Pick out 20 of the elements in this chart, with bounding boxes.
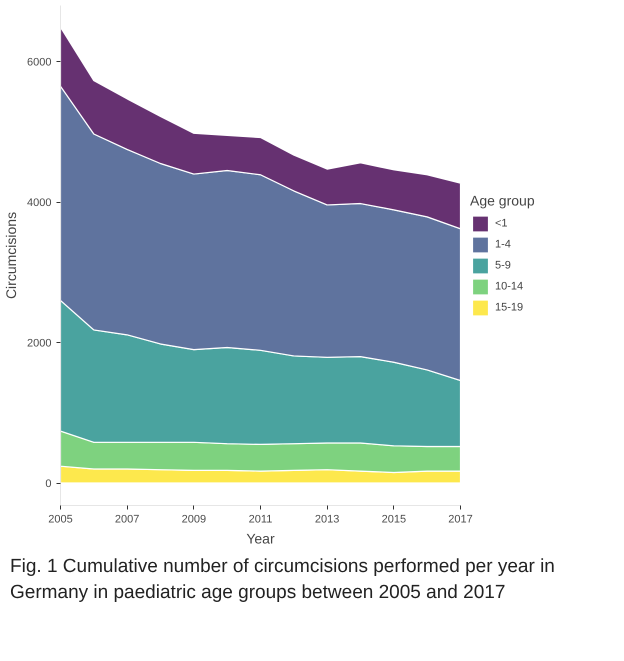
legend-label: 1-4: [495, 238, 512, 250]
legend-label: 5-9: [495, 260, 512, 272]
x-tick-label: 2011: [248, 514, 272, 526]
x-tick-label: 2013: [314, 514, 340, 526]
y-tick-label: 2000: [27, 338, 52, 350]
legend-title: Age group: [470, 192, 535, 208]
x-tick-label: 2017: [448, 514, 473, 526]
x-tick-label: 2007: [114, 514, 140, 526]
y-tick-label: 0: [45, 478, 52, 490]
x-tick-label: 2009: [182, 514, 206, 526]
legend-label: <1: [495, 218, 509, 230]
legend-label: 15-19: [495, 302, 524, 314]
legend-label: 10-14: [495, 280, 524, 292]
x-axis-title: Year: [246, 530, 275, 546]
y-axis-title: Circumcisions: [3, 212, 20, 300]
y-tick-label: 6000: [27, 56, 52, 69]
caption: Fig. 1 Cumulative number of circumcisions performed per year in Germany in paediatric age groups between 2005 and 2017: [10, 555, 556, 605]
x-tick-label: 2005: [48, 514, 73, 526]
x-tick-label: 2015: [382, 514, 406, 526]
y-tick-label: 4000: [27, 197, 52, 210]
